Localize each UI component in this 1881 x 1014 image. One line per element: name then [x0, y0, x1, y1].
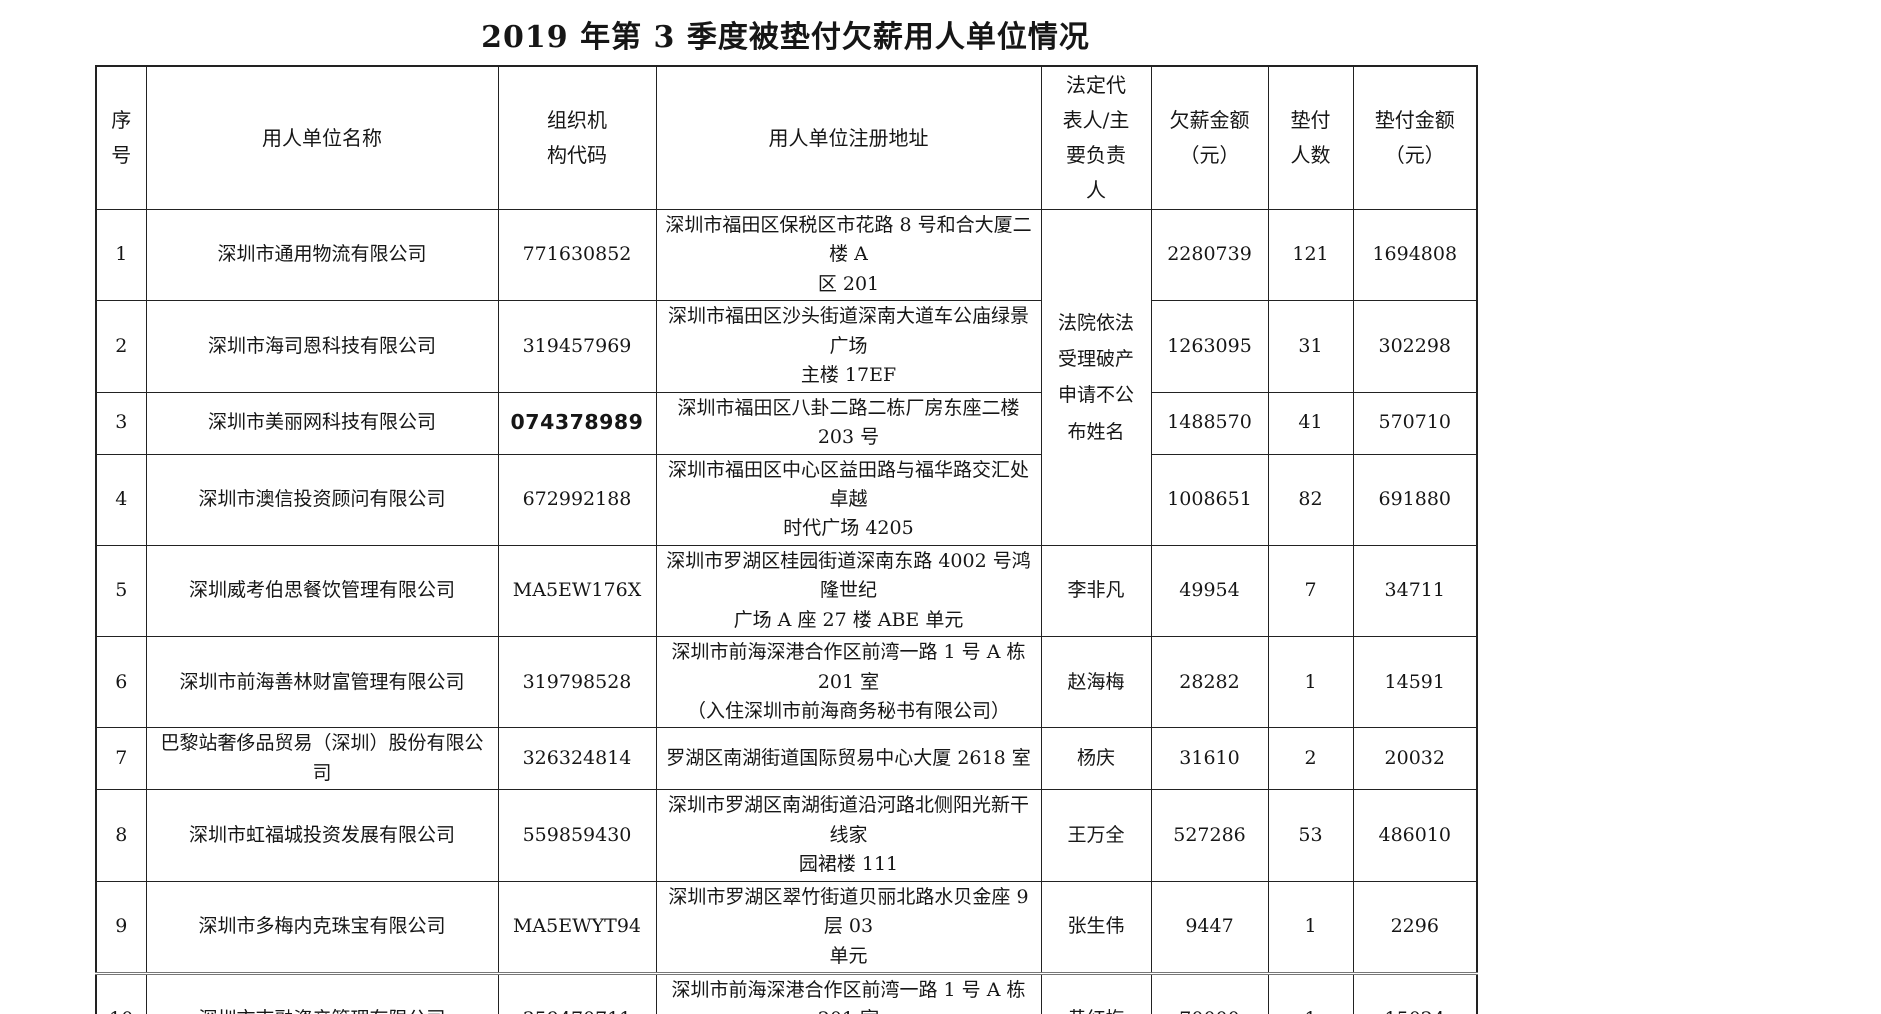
cell-no: 7: [95, 727, 147, 791]
cell-name: 深圳威考伯思餐饮管理有限公司: [145, 544, 499, 638]
cell-no: 1: [95, 208, 147, 302]
cell-paid: 34711: [1352, 544, 1478, 638]
col-header-rep: 法定代 表人/主 要负责 人: [1040, 65, 1152, 210]
wage-arrears-table: 序 号 用人单位名称 组织机 构代码 用人单位注册地址 法定代 表人/主 要负责…: [95, 65, 1478, 1014]
cell-people: 82: [1267, 453, 1354, 546]
cell-owed: 28282: [1150, 636, 1269, 729]
cell-no: 6: [95, 636, 147, 729]
cell-owed: 49954: [1150, 544, 1269, 638]
cell-address: 深圳市前海深港合作区前湾一路 1 号 A 栋 201 室 （入驻深圳市前海商务秘…: [655, 971, 1042, 1014]
col-header-code: 组织机 构代码: [497, 65, 657, 210]
cell-code: 672992188: [497, 453, 657, 546]
table-row-6: 6 深圳市前海善林财富管理有限公司 319798528 深圳市前海深港合作区前湾…: [95, 636, 1478, 729]
cell-code: 319798528: [497, 636, 657, 729]
table-row-9: 9 深圳市多梅内克珠宝有限公司 MA5EWYT94 深圳市罗湖区翠竹街道贝丽北路…: [95, 880, 1478, 974]
cell-owed: 70000: [1150, 971, 1269, 1014]
cell-people: 1: [1267, 636, 1354, 729]
cell-name: 深圳市前海善林财富管理有限公司: [145, 636, 499, 729]
cell-name: 深圳市吉融资产管理有限公司: [145, 971, 499, 1014]
cell-owed: 527286: [1150, 789, 1269, 882]
table-row-1: 1 深圳市通用物流有限公司 771630852 深圳市福田区保税区市花路 8 号…: [95, 208, 1478, 546]
cell-code: 319457969: [497, 300, 657, 393]
cell-address: 深圳市福田区保税区市花路 8 号和合大厦二楼 A 区 201: [655, 208, 1042, 302]
cell-rep: 赵海梅: [1040, 636, 1152, 729]
cell-owed: 1008651: [1150, 453, 1269, 546]
cell-owed: 9447: [1150, 880, 1269, 974]
cell-people: 53: [1267, 789, 1354, 882]
cell-code: 326324814: [497, 727, 657, 791]
cell-address: 深圳市福田区中心区益田路与福华路交汇处卓越 时代广场 4205: [655, 453, 1042, 546]
col-header-no: 序 号: [95, 65, 147, 210]
cell-name: 巴黎站奢侈品贸易（深圳）股份有限公司: [145, 727, 499, 791]
col-header-people: 垫付 人数: [1267, 65, 1354, 210]
cell-no: 9: [95, 880, 147, 974]
cell-people: 31: [1267, 300, 1354, 393]
cell-name: 深圳市海司恩科技有限公司: [145, 300, 499, 393]
cell-owed: 1488570: [1150, 391, 1269, 455]
cell-people: 7: [1267, 544, 1354, 638]
cell-name: 深圳市美丽网科技有限公司: [145, 391, 499, 455]
cell-owed: 2280739: [1150, 208, 1269, 302]
cell-people: 2: [1267, 727, 1354, 791]
cell-paid: 302298: [1352, 300, 1478, 393]
cell-people: 1: [1267, 971, 1354, 1014]
col-header-name: 用人单位名称: [145, 65, 499, 210]
table-row-5: 5 深圳威考伯思餐饮管理有限公司 MA5EW176X 深圳市罗湖区桂园街道深南东…: [95, 544, 1478, 638]
cell-code: 074378989: [497, 391, 657, 455]
col-header-owed: 欠薪金额 （元）: [1150, 65, 1269, 210]
cell-paid: 691880: [1352, 453, 1478, 546]
table-row-10: 10 深圳市吉融资产管理有限公司 359470711 深圳市前海深港合作区前湾一…: [95, 971, 1478, 1014]
cell-name: 深圳市澳信投资顾问有限公司: [145, 453, 499, 546]
cell-rep: 王万全: [1040, 789, 1152, 882]
cell-paid: 486010: [1352, 789, 1478, 882]
cell-address: 深圳市罗湖区南湖街道沿河路北侧阳光新干线家 园裙楼 111: [655, 789, 1042, 882]
cell-no: 10: [95, 971, 147, 1014]
cell-name: 深圳市通用物流有限公司: [145, 208, 499, 302]
cell-paid: 15024: [1352, 971, 1478, 1014]
cell-paid: 20032: [1352, 727, 1478, 791]
cell-rep: 张生伟: [1040, 880, 1152, 974]
cell-rep: 李非凡: [1040, 544, 1152, 638]
cell-code: 359470711: [497, 971, 657, 1014]
table-row-8: 8 深圳市虹福城投资发展有限公司 559859430 深圳市罗湖区南湖街道沿河路…: [95, 789, 1478, 882]
cell-name: 深圳市多梅内克珠宝有限公司: [145, 880, 499, 974]
cell-code: MA5EW176X: [497, 544, 657, 638]
cell-rep: 黄红梅: [1040, 971, 1152, 1014]
cell-address: 深圳市罗湖区翠竹街道贝丽北路水贝金座 9 层 03 单元: [655, 880, 1042, 974]
table-row-3: 3 深圳市美丽网科技有限公司 074378989 深圳市福田区八卦二路二栋厂房东…: [95, 391, 1478, 455]
cell-no: 5: [95, 544, 147, 638]
cell-rep: 杨庆: [1040, 727, 1152, 791]
cell-address: 深圳市福田区八卦二路二栋厂房东座二楼 203 号: [655, 391, 1042, 455]
cell-paid: 2296: [1352, 880, 1478, 974]
cell-no: 4: [95, 453, 147, 546]
cell-no: 8: [95, 789, 147, 882]
cell-paid: 14591: [1352, 636, 1478, 729]
table-row-7: 7 巴黎站奢侈品贸易（深圳）股份有限公司 326324814 罗湖区南湖街道国际…: [95, 727, 1478, 791]
cell-owed: 31610: [1150, 727, 1269, 791]
cell-no: 2: [95, 300, 147, 393]
cell-code: 771630852: [497, 208, 657, 302]
page-title: 2019 年第 3 季度被垫付欠薪用人单位情况: [481, 20, 1090, 55]
cell-address: 深圳市前海深港合作区前湾一路 1 号 A 栋 201 室 （入住深圳市前海商务秘…: [655, 636, 1042, 729]
cell-address: 深圳市罗湖区桂园街道深南东路 4002 号鸿隆世纪 广场 A 座 27 楼 AB…: [655, 544, 1042, 638]
cell-rep-merged: 法院依法 受理破产 申请不公 布姓名: [1040, 209, 1152, 546]
cell-address: 罗湖区南湖街道国际贸易中心大厦 2618 室: [655, 727, 1042, 791]
cell-people: 121: [1267, 208, 1354, 302]
cell-people: 1: [1267, 880, 1354, 974]
cell-code: 559859430: [497, 789, 657, 882]
cell-no: 3: [95, 391, 147, 455]
cell-code: MA5EWYT94: [497, 880, 657, 974]
col-header-address: 用人单位注册地址: [655, 65, 1042, 210]
cell-paid: 570710: [1352, 391, 1478, 455]
cell-address: 深圳市福田区沙头街道深南大道车公庙绿景广场 主楼 17EF: [655, 300, 1042, 393]
header-row: 序 号 用人单位名称 组织机 构代码 用人单位注册地址 法定代 表人/主 要负责…: [95, 65, 1478, 210]
table-row-4: 4 深圳市澳信投资顾问有限公司 672992188 深圳市福田区中心区益田路与福…: [95, 453, 1478, 546]
cell-paid: 1694808: [1352, 208, 1478, 302]
cell-owed: 1263095: [1150, 300, 1269, 393]
table-row-2: 2 深圳市海司恩科技有限公司 319457969 深圳市福田区沙头街道深南大道车…: [95, 300, 1478, 393]
cell-people: 41: [1267, 391, 1354, 455]
cell-name: 深圳市虹福城投资发展有限公司: [145, 789, 499, 882]
col-header-paid: 垫付金额 （元）: [1352, 65, 1478, 210]
